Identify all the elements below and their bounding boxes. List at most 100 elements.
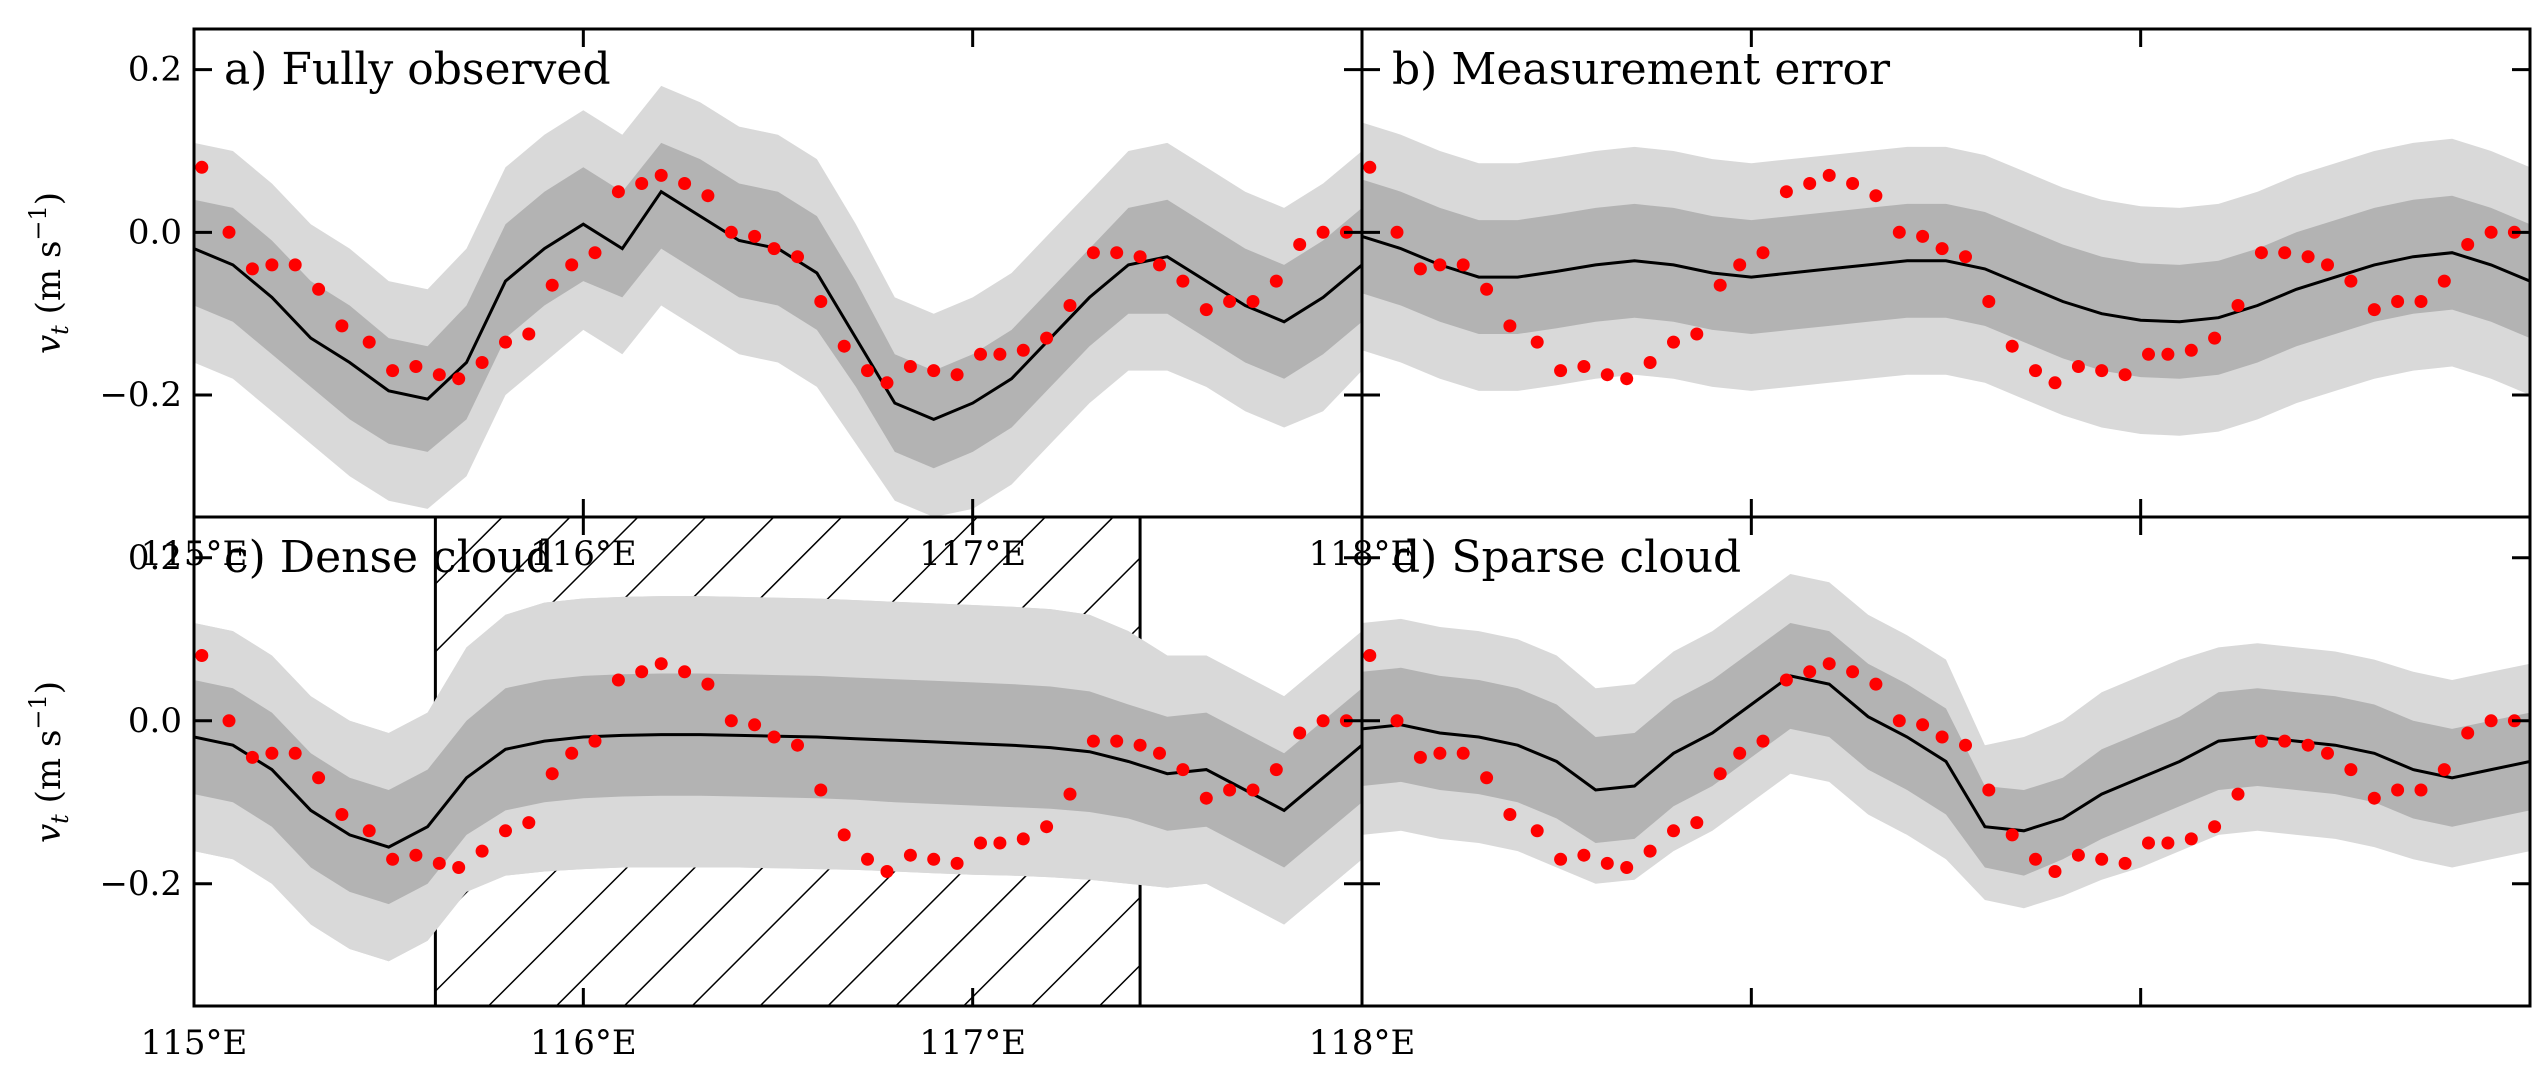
observation-point xyxy=(1456,746,1470,760)
observation-point xyxy=(2321,746,2334,760)
observation-point xyxy=(701,189,715,203)
observation-point xyxy=(1620,372,1634,386)
panel-c: 0.2 0.0 −0.2 115°E 116°E 117°E 118°E c) Dense c… xyxy=(99,515,1416,1063)
observation-point xyxy=(1199,303,1213,317)
y-tick-label: 0.2 xyxy=(128,50,182,90)
y-tick-label: −0.2 xyxy=(99,864,182,904)
y-tick-label: 0.2 xyxy=(128,538,182,578)
observation-point xyxy=(1153,746,1166,760)
observation-point xyxy=(1779,185,1793,199)
observation-point xyxy=(522,816,536,830)
observation-point xyxy=(1086,734,1100,748)
observation-point xyxy=(409,848,423,862)
observation-point xyxy=(265,746,279,760)
y-tick-label: 0.0 xyxy=(128,701,182,741)
observation-point xyxy=(222,714,236,728)
observation-point xyxy=(2344,763,2358,777)
observation-point xyxy=(1133,738,1147,752)
observation-point xyxy=(2414,295,2428,308)
observation-point xyxy=(678,177,692,190)
observation-point xyxy=(1713,767,1727,781)
observation-point xyxy=(2414,783,2428,797)
observation-point xyxy=(1846,177,1860,190)
observation-point xyxy=(2048,376,2062,390)
observation-point xyxy=(312,771,326,785)
observation-point xyxy=(1577,848,1591,862)
observation-point xyxy=(1110,734,1124,748)
observation-point xyxy=(1316,714,1330,728)
observation-point xyxy=(1935,242,1949,256)
observation-point xyxy=(195,649,209,662)
observation-point xyxy=(2142,347,2155,361)
observation-point xyxy=(791,250,804,264)
observation-point xyxy=(2437,274,2451,288)
x-tick-label: 116°E xyxy=(530,1023,637,1063)
observation-point xyxy=(1554,852,1568,866)
observation-point xyxy=(2142,836,2155,850)
observation-point xyxy=(1153,258,1166,272)
observation-point xyxy=(1433,746,1447,760)
observation-point xyxy=(2391,295,2405,308)
observation-point xyxy=(386,364,400,378)
observation-point xyxy=(724,225,738,239)
panel-b: b) Measurement error xyxy=(1360,27,2532,519)
observation-point xyxy=(1779,673,1793,687)
observation-point xyxy=(837,339,851,353)
observation-point xyxy=(611,673,625,687)
panel-title: b) Measurement error xyxy=(1392,44,1891,95)
observation-point xyxy=(2118,856,2132,870)
observation-point xyxy=(1480,282,1494,296)
panel-title: d) Sparse cloud xyxy=(1392,532,1741,583)
observation-point xyxy=(565,258,579,272)
observation-point xyxy=(1086,246,1100,260)
observation-point xyxy=(1503,319,1517,333)
observation-point xyxy=(2118,368,2132,382)
observation-point xyxy=(432,368,446,382)
observation-point xyxy=(245,750,259,764)
observation-point xyxy=(1063,299,1077,312)
observation-point xyxy=(2484,714,2498,728)
plot-area xyxy=(194,517,1362,1006)
observation-point xyxy=(335,319,349,333)
observation-point xyxy=(1690,327,1704,341)
uncertainty-band-inner xyxy=(1362,623,2530,876)
observation-point xyxy=(1530,335,1544,349)
observation-point xyxy=(837,828,851,842)
observation-point xyxy=(386,852,400,866)
observation-point xyxy=(1803,177,1817,190)
observation-point xyxy=(724,714,738,728)
x-tick-label: 118°E xyxy=(1309,1023,1416,1063)
observation-point xyxy=(1756,246,1770,260)
observation-point xyxy=(335,808,349,821)
x-tick-label: 117°E xyxy=(919,1023,1026,1063)
observation-point xyxy=(1246,783,1260,797)
observation-point xyxy=(814,783,828,797)
x-tick-label: 115°E xyxy=(141,1023,248,1063)
observation-point xyxy=(993,836,1007,850)
observation-point xyxy=(974,347,987,361)
uncertainty-band-inner xyxy=(194,142,1362,469)
observation-point xyxy=(245,262,259,276)
observation-point xyxy=(1390,714,1404,728)
axes-frame xyxy=(1360,515,2532,1008)
observation-point xyxy=(1892,225,1906,239)
observation-point xyxy=(678,665,692,679)
observation-point xyxy=(1223,295,1237,308)
observation-point xyxy=(545,767,559,781)
observation-point xyxy=(2161,347,2175,361)
observation-point xyxy=(2048,865,2062,878)
observation-point xyxy=(1643,844,1657,858)
observation-point xyxy=(1363,649,1377,662)
observation-point xyxy=(2029,364,2042,378)
observation-point xyxy=(1690,816,1704,830)
observation-point xyxy=(432,856,446,870)
observation-point xyxy=(861,852,874,866)
observation-point xyxy=(362,824,376,838)
observation-point xyxy=(1869,189,1883,203)
observation-point xyxy=(748,718,762,732)
observation-point xyxy=(1822,657,1836,671)
observation-point xyxy=(1293,238,1307,251)
observation-point xyxy=(475,844,489,858)
observation-point xyxy=(1413,750,1427,764)
